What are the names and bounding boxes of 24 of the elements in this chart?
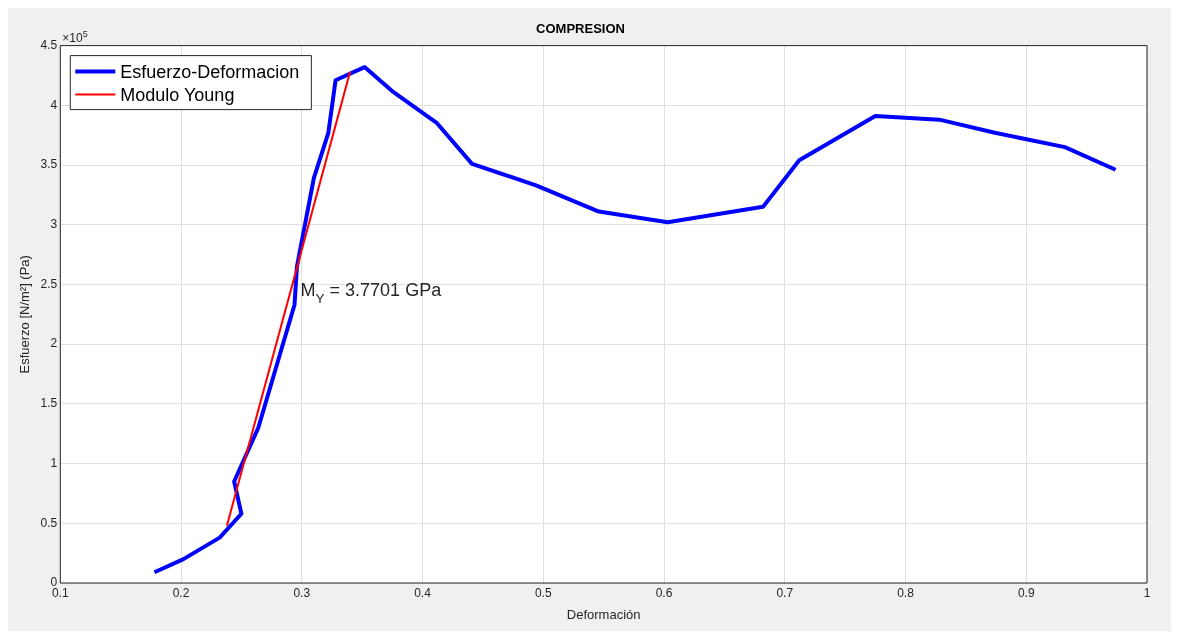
x-tick-label: 0.9 — [1017, 585, 1035, 600]
y-axis-title: Esfuerzo [N/m²] (Pa) — [17, 255, 33, 374]
chart-title: COMPRESION — [536, 21, 625, 37]
y-tick-label: 4.5 — [40, 37, 58, 52]
y-tick-label: 3.5 — [40, 157, 58, 172]
y-tick-label: 2.5 — [40, 276, 58, 291]
x-tick-label: 0.5 — [534, 585, 552, 600]
y-tick-label: 0.5 — [40, 515, 58, 530]
x-tick-label: 0.3 — [293, 585, 311, 600]
legend-label: Modulo Young — [120, 84, 235, 105]
x-tick-label: 0.6 — [655, 585, 673, 600]
x-tick-label: 0.2 — [172, 585, 190, 600]
x-tick-label: 1 — [1143, 585, 1151, 600]
x-tick-label: 0.1 — [51, 585, 69, 600]
x-tick-label: 0.4 — [414, 585, 432, 600]
y-tick-label: 3 — [50, 217, 58, 232]
y-tick-label: 2 — [50, 336, 58, 351]
x-tick-label: 0.7 — [776, 585, 794, 600]
y-tick-label: 1.5 — [40, 396, 58, 411]
legend-label: Esfuerzo-Deformacion — [120, 61, 300, 82]
x-tick-label: 0.8 — [897, 585, 915, 600]
y-tick-label: 1 — [50, 455, 58, 470]
y-tick-label: 4 — [50, 97, 58, 112]
x-axis-title: Deformación — [566, 606, 641, 622]
